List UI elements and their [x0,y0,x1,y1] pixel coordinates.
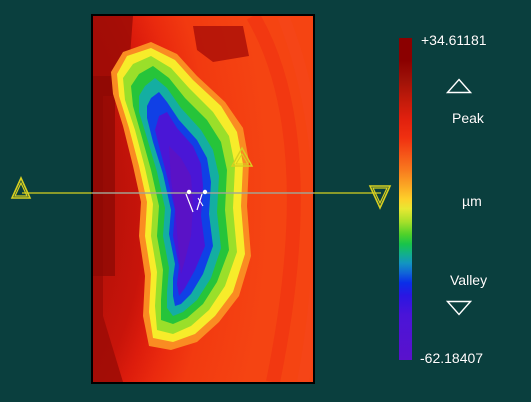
scale-max-value: +34.61181 [421,32,487,48]
height-map-canvas [93,16,313,382]
surface-height-map[interactable] [91,14,315,384]
color-scale-bar [399,38,412,360]
scale-min-value: -62.18407 [420,350,484,366]
peak-up-button[interactable] [446,78,472,94]
profile-right-handle-icon[interactable] [368,185,392,210]
triangle-up-outline-icon [446,78,472,94]
valley-label: Valley [450,272,488,288]
valley-down-button[interactable] [446,300,472,316]
peak-label: Peak [452,110,484,126]
unit-label: µm [462,193,482,209]
profile-left-handle-icon[interactable] [10,176,32,199]
triangle-down-outline-icon [446,300,472,316]
